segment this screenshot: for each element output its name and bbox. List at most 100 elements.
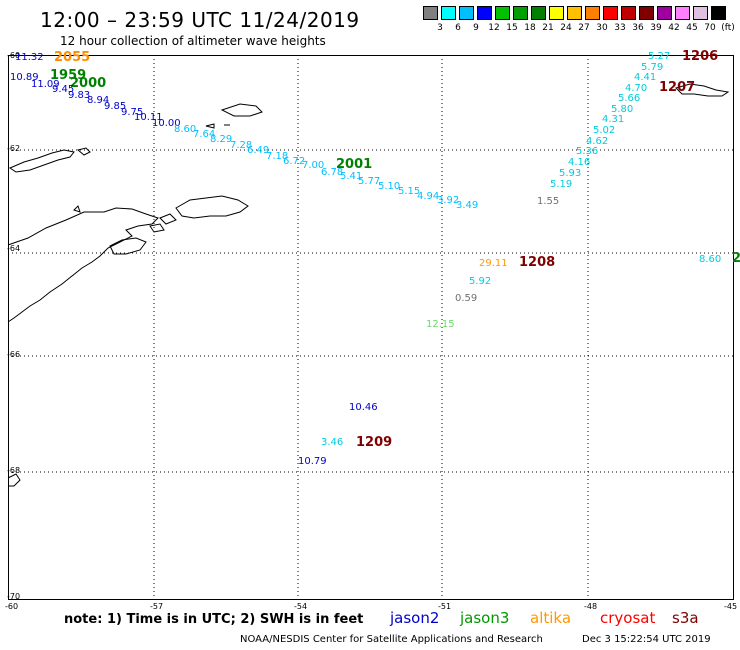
wave-height-observation: 11.09 (31, 79, 60, 90)
colorbar-swatch (513, 6, 528, 20)
wave-height-observation: 0.59 (455, 293, 478, 304)
wave-height-observation: 12.15 (426, 319, 455, 330)
footer-note: note: 1) Time is in UTC; 2) SWH is in fe… (64, 612, 364, 627)
colorbar-swatch (711, 6, 726, 20)
colorbar-label: 15 (506, 23, 518, 33)
wave-height-observation: 3.46 (321, 437, 344, 448)
colorbar-swatch (621, 6, 636, 20)
pass-time-label: 1207 (659, 80, 696, 95)
colorbar-label: 9 (473, 23, 479, 33)
wave-height-observation: 10.00 (152, 118, 181, 129)
wave-height-observation: 8.29 (210, 134, 233, 145)
colorbar-label: 21 (542, 23, 554, 33)
latitude-label: -70 (7, 592, 21, 601)
pass-time-label: 1206 (682, 49, 719, 64)
south-shetland-islands-coast (8, 149, 75, 173)
wave-height-observation: 9.45 (52, 84, 75, 95)
colorbar-label: 39 (650, 23, 662, 33)
colorbar-swatch (441, 6, 456, 20)
wave-height-observation: 4.62 (586, 136, 609, 147)
colorbar-swatch (603, 6, 618, 20)
legend-jason2: jason2 (390, 609, 440, 627)
colorbar-label: 3 (437, 23, 443, 33)
colorbar-swatch (495, 6, 510, 20)
legend-s3a: s3a (672, 609, 699, 627)
wave-height-observation: 9.85 (104, 101, 127, 112)
wave-height-observation: 4.41 (634, 72, 657, 83)
colorbar-label: 12 (488, 23, 500, 33)
generated-timestamp: Dec 3 15:22:54 UTC 2019 (582, 634, 711, 645)
latitude-label: -64 (7, 244, 21, 253)
wave-height-observation: 5.36 (576, 146, 599, 157)
wave-height-observation: 7.18 (266, 151, 289, 162)
wave-height-observation: 9.83 (68, 90, 91, 101)
wave-height-observation: 10.89 (10, 72, 39, 83)
wave-height-observation: 5.92 (469, 276, 492, 287)
colorbar-swatch (567, 6, 582, 20)
joinville-island-coast (175, 195, 249, 219)
credit-line: NOAA/NESDIS Center for Satellite Applica… (240, 634, 543, 645)
colorbar-label: 24 (560, 23, 572, 33)
longitude-label: -45 (724, 602, 738, 611)
wave-height-observation: 4.94 (417, 191, 440, 202)
colorbar-swatch (423, 6, 438, 20)
james-ross-island-coast (109, 237, 147, 255)
colorbar-label: 42 (668, 23, 680, 33)
wave-height-observation: 5.19 (550, 179, 573, 190)
wave-height-observation: 4.16 (568, 157, 591, 168)
colorbar-swatch (459, 6, 474, 20)
wave-height-observation: 29.11 (479, 258, 508, 269)
colorbar-label: 18 (524, 23, 536, 33)
island-coast (149, 223, 165, 233)
south-orkney-islands-coast (675, 83, 730, 97)
latitude-label: -60 (7, 51, 21, 60)
longitude-label: -60 (5, 602, 19, 611)
colorbar-label: 45 (686, 23, 698, 33)
longitude-label: -51 (438, 602, 452, 611)
pass-time-label: 1959 (50, 68, 87, 83)
island-coast (159, 213, 177, 225)
pass-time-label: 2000 (70, 76, 107, 91)
longitude-label: -48 (584, 602, 598, 611)
wave-height-observation: 8.60 (174, 124, 197, 135)
wave-height-observation: 7.00 (302, 160, 325, 171)
colorbar-label: 33 (614, 23, 626, 33)
colorbar-swatch (585, 6, 600, 20)
wave-height-observation: 4.31 (602, 114, 625, 125)
wave-height-observation: 5.15 (398, 186, 421, 197)
pass-time-label: 1208 (519, 255, 556, 270)
wave-height-observation: 11.32 (15, 52, 44, 63)
pass-time-label: 2001 (336, 157, 373, 172)
wave-height-observation: 5.10 (378, 181, 401, 192)
colorbar-label: 27 (578, 23, 590, 33)
wave-height-observation: 10.11 (134, 112, 163, 123)
wave-height-observation: 5.79 (641, 62, 664, 73)
coastlines (7, 83, 730, 487)
latitude-label: -62 (7, 144, 21, 153)
wave-height-observation: 3.49 (456, 200, 479, 211)
wave-height-observation: 6.49 (247, 145, 270, 156)
island-coast (205, 123, 215, 129)
wave-height-observation: 5.02 (593, 125, 616, 136)
colorbar-swatch (549, 6, 564, 20)
colorbar-swatch (693, 6, 708, 20)
wave-height-observation: 8.94 (87, 95, 110, 106)
colorbar-label: 30 (596, 23, 608, 33)
wave-height-observation: 3.92 (437, 195, 460, 206)
pass-time-label: 2055 (54, 50, 91, 65)
legend-altika: altika (530, 609, 572, 627)
graticule (8, 55, 734, 600)
antarctic-peninsula-coast (7, 207, 159, 323)
island-coast (220, 103, 263, 117)
longitude-label: -57 (150, 602, 164, 611)
legend-jason3: jason3 (460, 609, 510, 627)
latitude-label: -68 (7, 466, 21, 475)
wave-height-observation: 5.66 (618, 93, 641, 104)
colorbar-swatch (675, 6, 690, 20)
pass-time-label: 1209 (356, 435, 393, 450)
wave-height-observation: 7.28 (230, 140, 253, 151)
colorbar-label: 6 (455, 23, 461, 33)
island-coast (76, 147, 91, 156)
wave-height-observation: 5.80 (611, 104, 634, 115)
